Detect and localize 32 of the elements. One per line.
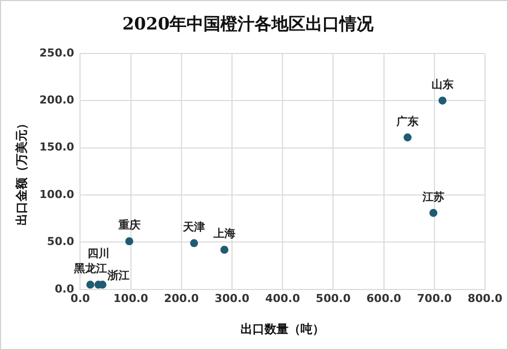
point [190,239,198,248]
x-tick-label: 100.0 [113,292,149,305]
annotation: 天津 [182,220,206,234]
annotation: 黑龙江 [72,262,107,276]
point [125,237,134,246]
annotation: 广东 [396,114,419,128]
x-axis-title: 出口数量（吨） [240,322,325,336]
x-tick-label: 500.0 [316,292,351,305]
x-tick-label: 600.0 [366,292,402,305]
y-axis-title: 出口金额（万美元） [14,117,28,226]
point [86,280,94,289]
chart-title: 2020年中国橙汁各地区出口情况 [122,14,375,35]
x-tick-label: 700.0 [417,292,452,305]
y-tick-label: 100.0 [39,188,75,201]
x-tick-label: 800.0 [468,292,503,305]
annotation: 四川 [87,247,110,260]
x-tick-label: 200.0 [164,292,200,305]
y-tick-label: 200.0 [39,93,75,106]
point [429,208,438,217]
x-tick-label: 400.0 [265,292,300,305]
annotation: 上海 [212,227,236,240]
annotation: 江苏 [421,190,444,204]
annotation: 山东 [431,78,454,91]
annotation: 浙江 [106,269,130,282]
y-tick-label: 250.0 [39,46,75,60]
point [438,96,446,105]
x-tick-label: 300.0 [214,292,250,305]
annotation: 重庆 [117,218,140,232]
point [220,246,228,254]
point [404,133,412,142]
y-tick-label: 150.0 [39,140,75,154]
y-tick-label: 50.0 [47,235,75,248]
